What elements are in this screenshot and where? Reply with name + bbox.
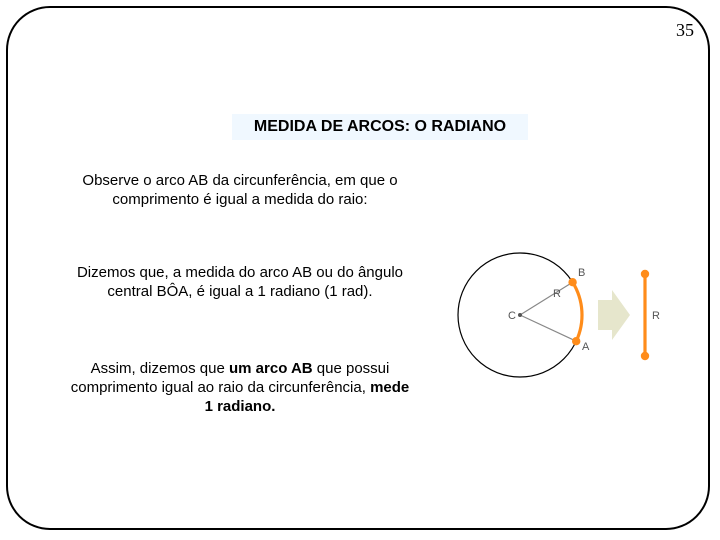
page-number: 35	[676, 20, 694, 41]
label-r-segment: R	[652, 310, 660, 322]
paragraph-3: Assim, dizemos que um arco AB que possui…	[70, 360, 410, 416]
paragraph-2: Dizemos que, a medida do arco AB ou do â…	[70, 264, 410, 302]
point-a	[572, 337, 580, 345]
label-a: A	[582, 341, 590, 353]
radius-line-a	[520, 315, 576, 341]
segment-top-dot	[641, 270, 649, 278]
label-b: B	[578, 267, 585, 279]
arc-ab	[573, 282, 582, 341]
label-r-on-circle: R	[553, 288, 561, 300]
label-center: C	[508, 310, 516, 322]
radius-line-b	[520, 282, 573, 315]
center-dot	[518, 313, 522, 317]
p3-pre: Assim, dizemos que	[91, 360, 229, 377]
arrow-icon	[598, 290, 630, 340]
p3-bold1: um arco AB	[229, 360, 313, 377]
radian-diagram: C B A R R	[440, 230, 670, 400]
radian-diagram-svg: C B A R R	[440, 230, 670, 400]
segment-bot-dot	[641, 352, 649, 360]
paragraph-1: Observe o arco AB da circunferência, em …	[70, 172, 410, 210]
point-b	[568, 278, 576, 286]
page-title: MEDIDA DE ARCOS: O RADIANO	[232, 114, 528, 140]
